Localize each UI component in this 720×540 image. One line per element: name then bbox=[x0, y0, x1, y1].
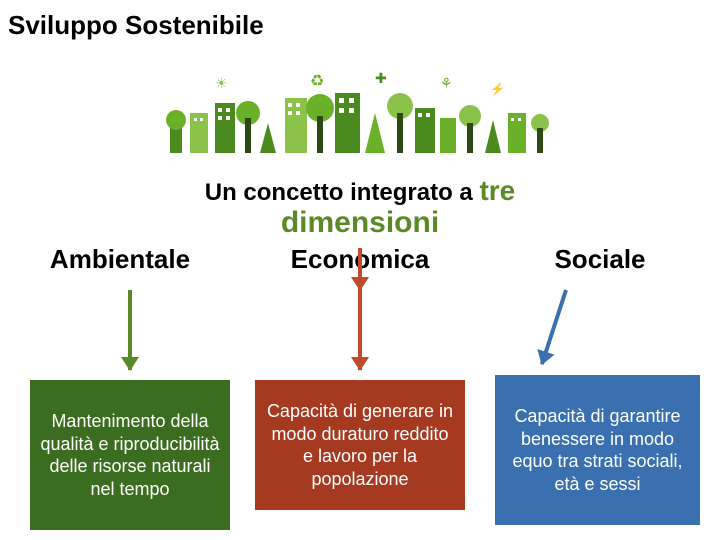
arrow-center-small bbox=[358, 248, 362, 290]
pillar-sociale: Sociale bbox=[490, 244, 710, 275]
box-ambientale: Mantenimento della qualità e riproducibi… bbox=[30, 380, 230, 530]
subtitle-accent: tre bbox=[479, 175, 515, 206]
eco-illustration: ♻ ✚ ⚘ ☀ ⚡ bbox=[160, 58, 560, 158]
box-economica: Capacità di generare in modo duraturo re… bbox=[255, 380, 465, 510]
arrow-left bbox=[128, 290, 132, 370]
svg-text:✚: ✚ bbox=[375, 70, 387, 86]
pillar-ambientale: Ambientale bbox=[10, 244, 230, 275]
dimensioni-word: dimensioni bbox=[0, 206, 720, 240]
svg-text:☀: ☀ bbox=[215, 75, 228, 91]
subtitle-prefix: Un concetto integrato a bbox=[205, 179, 480, 206]
page-title: Sviluppo Sostenibile bbox=[8, 10, 264, 41]
box-sociale: Capacità di garantire benessere in modo … bbox=[495, 375, 700, 525]
subtitle: Un concetto integrato a tre bbox=[0, 175, 720, 207]
svg-text:⚘: ⚘ bbox=[440, 75, 453, 91]
arrow-right bbox=[540, 289, 568, 364]
arrow-center bbox=[358, 290, 362, 370]
svg-text:♻: ♻ bbox=[310, 73, 324, 90]
svg-text:⚡: ⚡ bbox=[490, 82, 505, 96]
